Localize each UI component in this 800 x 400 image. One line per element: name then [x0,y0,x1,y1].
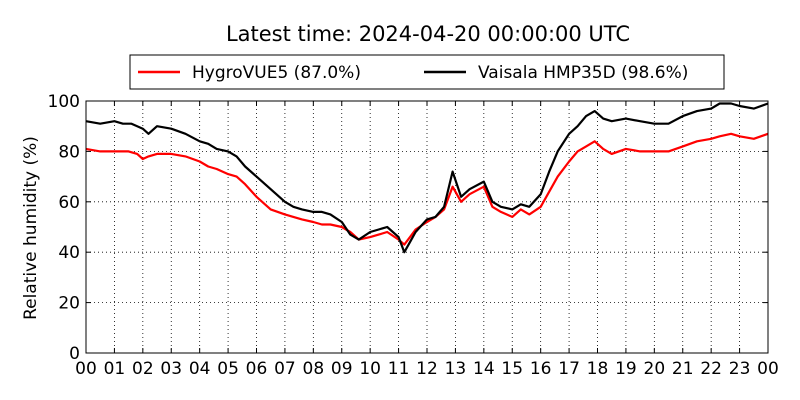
grid [86,101,768,353]
y-tick-labels: 0 20 40 60 80 100 [48,92,80,364]
legend: HygroVUE5 (87.0%) Vaisala HMP35D (98.6%) [129,54,725,90]
x-tick-label: 21 [672,359,694,379]
x-tick-label: 18 [587,359,609,379]
x-tick-label: 10 [359,359,381,379]
x-tick-label: 22 [700,359,722,379]
x-tick-label: 16 [530,359,552,379]
x-tick-label: 07 [274,359,296,379]
plot-frame [85,100,769,354]
y-tick-label: 40 [58,243,80,263]
y-tick-label: 0 [69,344,80,364]
x-tick-label: 11 [388,359,410,379]
x-tick-label: 04 [189,359,211,379]
x-tick-label: 12 [416,359,438,379]
x-tick-label: 19 [615,359,637,379]
x-tick-labels: 00 01 02 03 04 05 06 07 08 09 10 11 12 13 14 15 16 17 18 19… [75,359,779,379]
x-tick-label: 00 [757,359,779,379]
y-tick-label: 100 [48,92,80,112]
x-tick-label: 15 [501,359,523,379]
y-tick-label: 80 [58,142,80,162]
x-tick-label: 03 [160,359,182,379]
x-tick-label: 20 [644,359,666,379]
axis-ticks [85,100,769,354]
series-layer [85,102,769,254]
legend-label-hygrovue5: HygroVUE5 (87.0%) [192,63,361,83]
x-tick-label: 08 [303,359,325,379]
x-tick-label: 00 [75,359,97,379]
series-line-vaisala [85,102,769,254]
x-tick-label: 23 [729,359,751,379]
legend-label-vaisala: Vaisala HMP35D (98.6%) [478,63,688,83]
x-tick-label: 17 [558,359,580,379]
x-tick-label: 13 [445,359,467,379]
x-tick-label: 02 [132,359,154,379]
x-tick-label: 05 [217,359,239,379]
series-line-hygrovue5 [85,132,769,246]
x-tick-label: 09 [331,359,353,379]
chart-title: Latest time: 2024-04-20 00:00:00 UTC [226,22,630,46]
y-tick-label: 60 [58,193,80,213]
x-tick-label: 14 [473,359,495,379]
y-axis-label: Relative humidity (%) [21,136,41,320]
y-tick-label: 20 [58,294,80,314]
x-tick-label: 01 [104,359,126,379]
x-tick-label: 06 [246,359,268,379]
